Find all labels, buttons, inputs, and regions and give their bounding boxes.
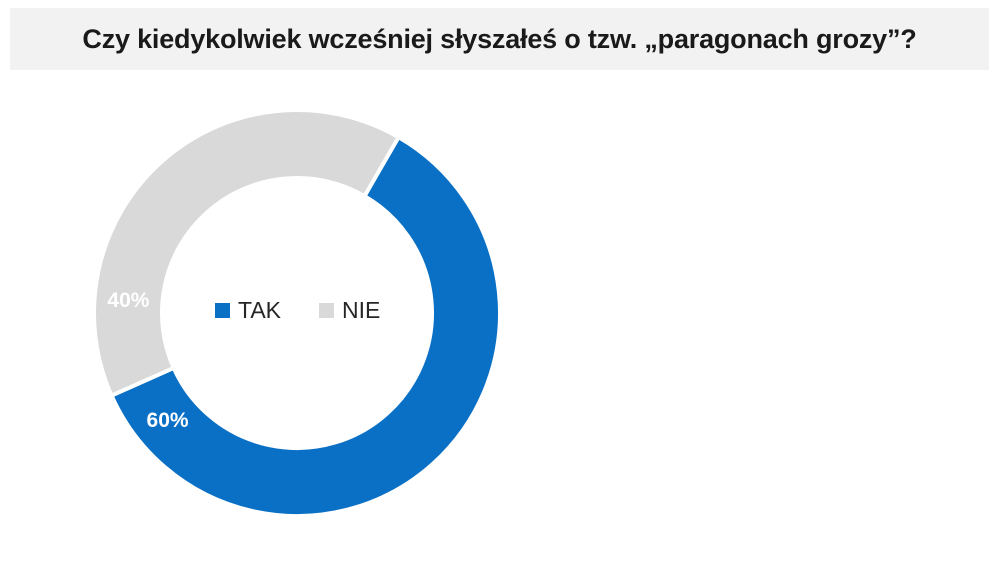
legend-item-nie: NIE [319,297,380,324]
title-bar: Czy kiedykolwiek wcześniej słyszałeś o t… [10,8,989,70]
legend-swatch-nie [319,303,335,318]
legend-item-tak: TAK [215,297,281,324]
donut-slice-nie [92,108,402,399]
data-label-nie: 40% [107,289,149,312]
legend: TAK NIE [215,297,380,324]
legend-swatch-tak [215,303,230,318]
donut-slice-tak [108,134,502,518]
data-label-tak: 60% [147,409,189,432]
legend-label-nie: NIE [342,297,381,323]
chart-title: Czy kiedykolwiek wcześniej słyszałeś o t… [82,23,917,54]
legend-label-tak: TAK [238,297,282,323]
